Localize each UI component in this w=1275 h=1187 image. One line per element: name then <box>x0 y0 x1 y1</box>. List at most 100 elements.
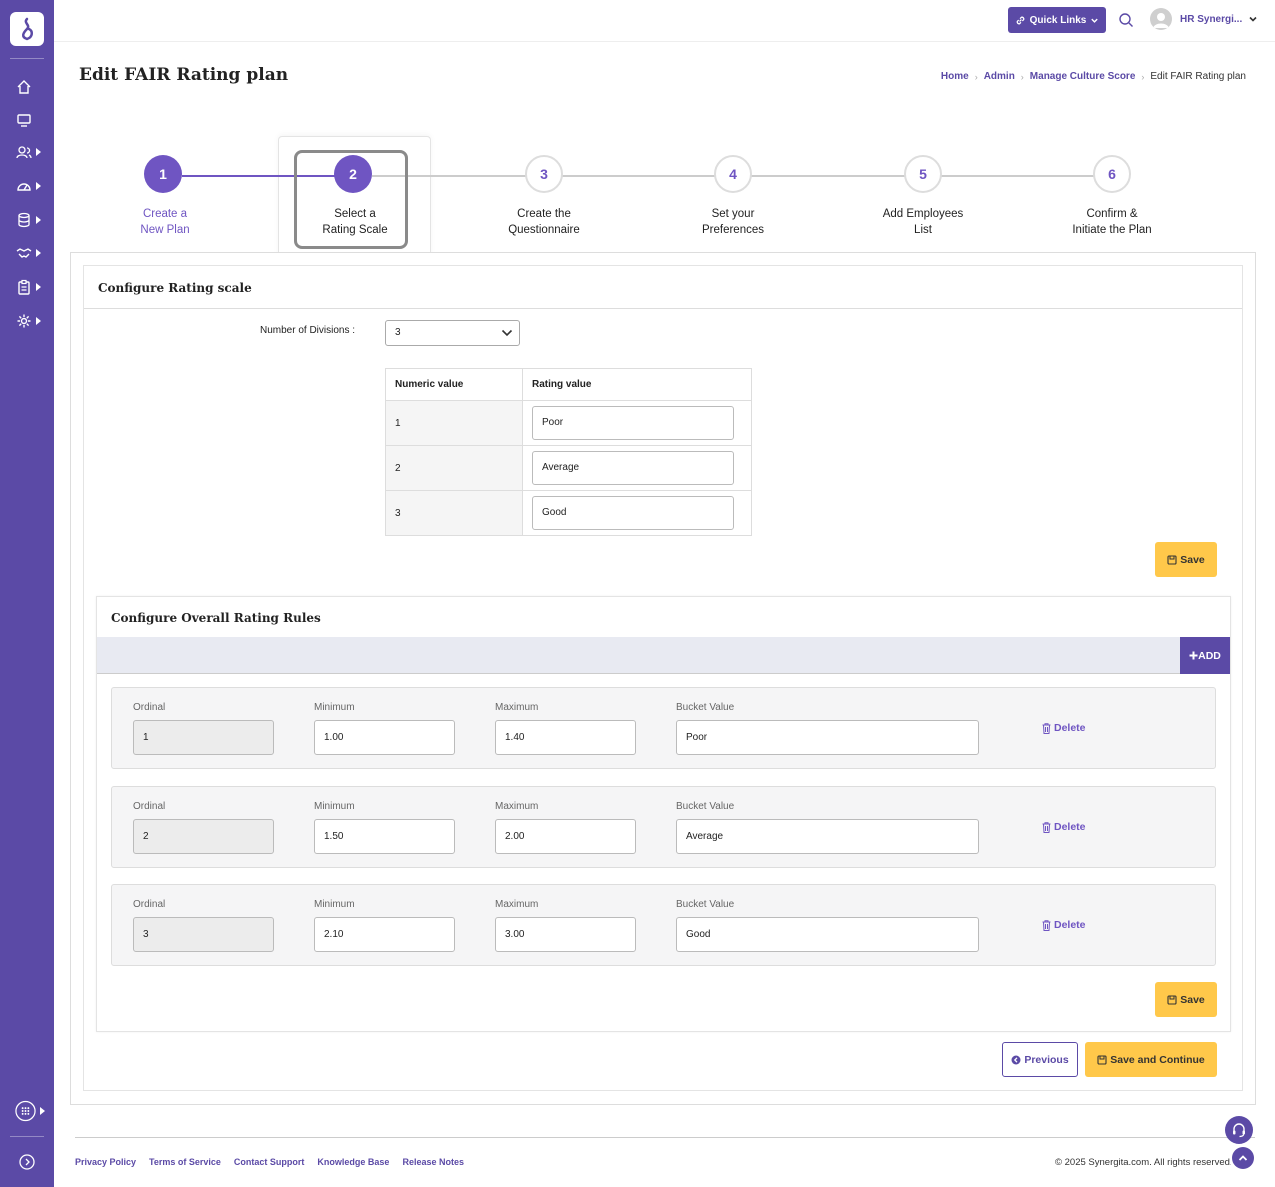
quick-links-button[interactable]: Quick Links <box>1008 7 1106 33</box>
avatar[interactable] <box>1150 8 1172 30</box>
bucket-value-field[interactable]: Good <box>676 917 979 952</box>
trash-icon <box>1042 821 1051 833</box>
step-3-circle[interactable]: 3 <box>525 155 563 193</box>
breadcrumb-home[interactable]: Home <box>940 71 969 82</box>
trash-icon <box>1042 919 1051 931</box>
handshake-icon <box>16 248 32 258</box>
breadcrumb-admin[interactable]: Admin <box>983 71 1015 82</box>
chevron-down-icon[interactable] <box>1248 14 1258 24</box>
maximum-label: Maximum <box>495 801 539 812</box>
rating-value-input[interactable]: Poor <box>532 406 734 440</box>
ordinal-label: Ordinal <box>133 702 166 713</box>
page-title: Edit FAIR Rating plan <box>79 65 289 85</box>
minimum-field[interactable]: 2.10 <box>314 917 455 952</box>
sidebar-item-dashboard[interactable] <box>16 176 46 196</box>
step-2-line1: Select a <box>334 208 376 220</box>
user-avatar-icon <box>1150 8 1172 30</box>
footer-link-release-notes[interactable]: Release Notes <box>402 1157 464 1167</box>
step-1-circle[interactable]: 1 <box>144 155 182 193</box>
sidebar-expand[interactable] <box>19 1152 49 1172</box>
minimum-field[interactable]: 1.00 <box>314 720 455 755</box>
save-label: Save <box>1180 553 1205 566</box>
trash-icon <box>1042 722 1051 734</box>
divisions-select[interactable]: 3 <box>385 320 520 346</box>
add-rule-button[interactable]: ADD <box>1180 637 1230 674</box>
caret-right-icon <box>36 283 41 291</box>
sidebar-item-settings[interactable] <box>16 311 46 331</box>
sidebar-item-users[interactable] <box>16 142 46 162</box>
step-connector <box>751 175 923 177</box>
user-name[interactable]: HR Synergi... <box>1180 14 1243 25</box>
ordinal-field: 2 <box>133 819 274 854</box>
step-2-circle[interactable]: 2 <box>334 155 372 193</box>
apps-grid-icon <box>15 1100 36 1122</box>
step-3-label[interactable]: Create the Questionnaire <box>474 206 614 238</box>
sidebar-item-database[interactable] <box>16 210 46 230</box>
col-numeric-value: Numeric value <box>385 368 523 401</box>
bucket-label: Bucket Value <box>676 899 735 910</box>
wizard-stepper: 1 Create a New Plan 2 Select a Rating Scal… <box>54 130 1275 260</box>
step-2-label[interactable]: Select a Rating Scale <box>285 206 425 238</box>
footer-link-knowledge-base[interactable]: Knowledge Base <box>317 1157 390 1167</box>
bucket-label: Bucket Value <box>676 702 735 713</box>
step-5-label[interactable]: Add Employees List <box>853 206 993 238</box>
footer-divider <box>75 1137 1255 1138</box>
table-row: 1 Poor <box>385 400 752 446</box>
step-6-line1: Confirm & <box>1086 208 1138 220</box>
rule-row: Ordinal Minimum Maximum Bucket Value 2 1… <box>111 786 1216 868</box>
save-and-continue-button[interactable]: Save and Continue <box>1085 1042 1217 1077</box>
sidebar-item-home[interactable] <box>16 77 46 97</box>
footer-link-terms-of-service[interactable]: Terms of Service <box>149 1157 221 1167</box>
rating-scale-heading: Configure Rating scale <box>98 281 252 295</box>
delete-rule-button[interactable]: Delete <box>1042 821 1086 833</box>
support-chat-button[interactable] <box>1225 1116 1253 1144</box>
synergita-logo[interactable] <box>10 12 44 46</box>
step-6-circle[interactable]: 6 <box>1093 155 1131 193</box>
maximum-field[interactable]: 1.40 <box>495 720 636 755</box>
footer-link-contact-support[interactable]: Contact Support <box>233 1157 305 1167</box>
save-and-continue-label: Save and Continue <box>1110 1053 1205 1066</box>
clipboard-icon <box>18 279 30 295</box>
maximum-field[interactable]: 3.00 <box>495 917 636 952</box>
minimum-label: Minimum <box>314 899 355 910</box>
caret-right-icon <box>36 216 41 224</box>
save-rules-button[interactable]: Save <box>1155 982 1217 1017</box>
headset-icon <box>1233 1123 1245 1138</box>
breadcrumb-separator: › <box>1020 71 1024 82</box>
users-icon <box>16 146 32 159</box>
step-1-label[interactable]: Create a New Plan <box>95 206 235 238</box>
save-rating-scale-button[interactable]: Save <box>1155 542 1217 577</box>
breadcrumb-manage-culture-score[interactable]: Manage Culture Score <box>1029 71 1136 82</box>
sidebar-apps[interactable] <box>15 1100 45 1122</box>
breadcrumb-separator: › <box>1141 71 1145 82</box>
minimum-field[interactable]: 1.50 <box>314 819 455 854</box>
delete-label: Delete <box>1054 722 1086 734</box>
monitor-icon <box>17 114 31 127</box>
footer-link-privacy-policy[interactable]: Privacy Policy <box>75 1157 137 1167</box>
step-4-label[interactable]: Set your Preferences <box>663 206 803 238</box>
sidebar-item-monitor[interactable] <box>16 110 46 130</box>
step-4-circle[interactable]: 4 <box>714 155 752 193</box>
bucket-value-field[interactable]: Poor <box>676 720 979 755</box>
copyright-text: © 2025 Synergita.com. All rights reserve… <box>1055 1157 1231 1168</box>
delete-rule-button[interactable]: Delete <box>1042 722 1086 734</box>
sidebar-item-handshake[interactable] <box>16 243 46 263</box>
floppy-disk-icon <box>1167 994 1177 1005</box>
sidebar-item-clipboard[interactable] <box>16 277 46 297</box>
search-icon[interactable] <box>1118 12 1134 28</box>
bucket-value-field[interactable]: Average <box>676 819 979 854</box>
step-5-circle[interactable]: 5 <box>904 155 942 193</box>
add-label: ADD <box>1198 649 1221 662</box>
sidebar <box>0 0 54 1187</box>
rating-value-input[interactable]: Good <box>532 496 734 530</box>
previous-button[interactable]: Previous <box>1002 1042 1078 1077</box>
delete-rule-button[interactable]: Delete <box>1042 919 1086 931</box>
rating-cell: Poor <box>522 400 752 446</box>
rating-value-input[interactable]: Average <box>532 451 734 485</box>
step-connector <box>941 175 1113 177</box>
step-6-label[interactable]: Confirm & Initiate the Plan <box>1042 206 1182 238</box>
ordinal-field: 1 <box>133 720 274 755</box>
scroll-to-top-button[interactable] <box>1232 1147 1254 1169</box>
maximum-field[interactable]: 2.00 <box>495 819 636 854</box>
step-connector <box>562 175 734 177</box>
